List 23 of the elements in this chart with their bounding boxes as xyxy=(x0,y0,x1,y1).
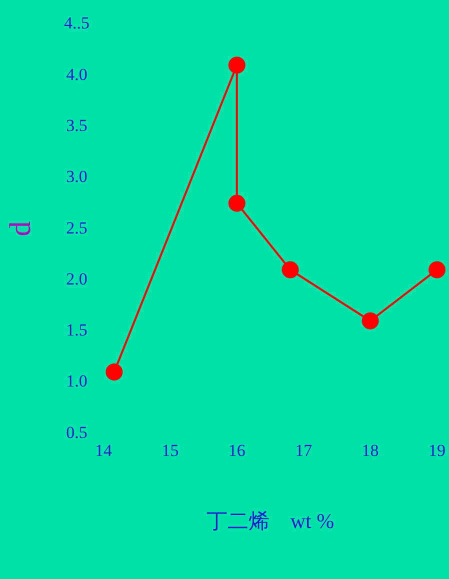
y-tick-label: 3.5 xyxy=(66,116,88,135)
y-axis-title: d xyxy=(4,221,37,236)
x-tick-label: 18 xyxy=(362,441,379,460)
y-tick-label: 0.5 xyxy=(66,422,88,442)
x-tick-label: 15 xyxy=(162,441,179,460)
x-tick-label: 16 xyxy=(228,441,246,460)
point xyxy=(228,56,246,74)
point xyxy=(228,194,246,212)
y-tick-label: 2.5 xyxy=(66,218,88,238)
point xyxy=(428,261,446,278)
y-tick-label: 4.0 xyxy=(66,64,88,84)
point xyxy=(362,312,379,330)
point xyxy=(282,261,299,278)
y-tick-label: 4..5 xyxy=(64,14,90,33)
y-tick-label: 1.0 xyxy=(66,372,88,391)
x-tick-label: 17 xyxy=(295,441,313,460)
point xyxy=(106,364,123,381)
x-tick-label: 19 xyxy=(428,441,446,460)
y-tick-label: 2.0 xyxy=(66,269,88,288)
y-tick-label: 3.0 xyxy=(66,167,88,186)
x-tick-label: 14 xyxy=(95,441,112,460)
x-axis-title: 丁二烯 wt % xyxy=(206,508,334,533)
y-tick-label: 1.5 xyxy=(66,320,88,340)
